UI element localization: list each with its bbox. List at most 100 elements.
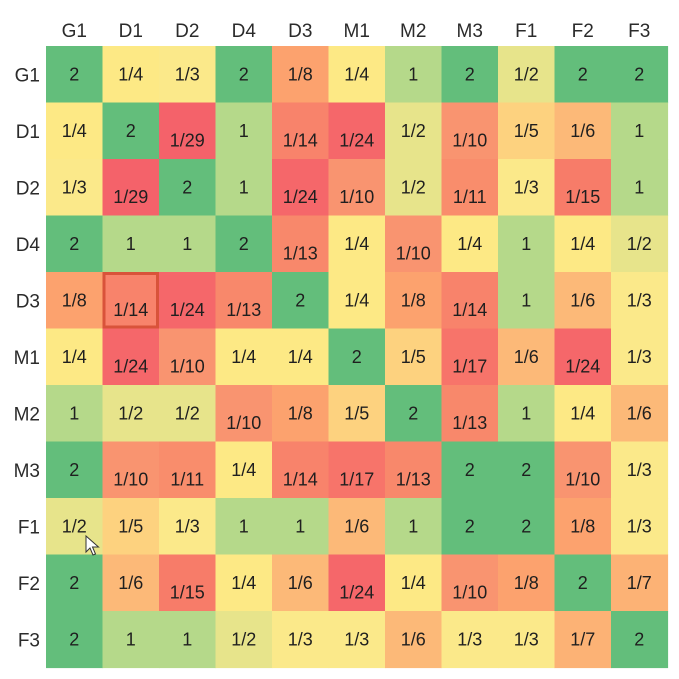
heatmap-cell-f3-m1[interactable]: [328, 611, 386, 669]
heatmap-cell-m3-m2[interactable]: [385, 441, 443, 499]
heatmap-cell-f2-f2[interactable]: [554, 554, 612, 612]
heatmap-cell-d4-d4[interactable]: [215, 215, 273, 273]
heatmap-cell-g1-d3[interactable]: [272, 46, 330, 104]
heatmap-cell-d2-f3[interactable]: [611, 159, 669, 217]
heatmap-cell-f3-d1[interactable]: [102, 611, 160, 669]
heatmap-cell-d2-f1[interactable]: [498, 159, 556, 217]
heatmap-cell-f1-m3[interactable]: [441, 498, 499, 556]
heatmap-cell-m1-m3[interactable]: [441, 328, 499, 386]
heatmap-cell-f2-f1[interactable]: [498, 554, 556, 612]
heatmap-cell-g1-g1[interactable]: [46, 46, 104, 104]
heatmap-cell-m2-d1[interactable]: [102, 385, 160, 443]
heatmap-cell-g1-m1[interactable]: [328, 46, 386, 104]
heatmap-cell-d2-m2[interactable]: [385, 159, 443, 217]
heatmap-cell-m1-d3[interactable]: [272, 328, 330, 386]
heatmap-cell-g1-f3[interactable]: [611, 46, 669, 104]
heatmap-cell-f1-f1[interactable]: [498, 498, 556, 556]
heatmap-cell-g1-f2[interactable]: [554, 46, 612, 104]
heatmap-cell-d4-d2[interactable]: [159, 215, 217, 273]
heatmap-cell-d2-d3[interactable]: [272, 159, 330, 217]
heatmap-cell-d1-f2[interactable]: [554, 102, 612, 160]
heatmap-cell-g1-f1[interactable]: [498, 46, 556, 104]
heatmap-cell-m2-d3[interactable]: [272, 385, 330, 443]
heatmap-cell-d3-f2[interactable]: [554, 272, 612, 330]
heatmap-cell-f1-d2[interactable]: [159, 498, 217, 556]
heatmap-cell-f2-m2[interactable]: [385, 554, 443, 612]
heatmap-cell-d4-m3[interactable]: [441, 215, 499, 273]
heatmap-cell-d4-f2[interactable]: [554, 215, 612, 273]
heatmap-cell-m1-d4[interactable]: [215, 328, 273, 386]
heatmap-cell-m1-d1[interactable]: [102, 328, 160, 386]
heatmap-cell-d2-f2[interactable]: [554, 159, 612, 217]
heatmap-cell-f1-d4[interactable]: [215, 498, 273, 556]
heatmap-cell-m2-f1[interactable]: [498, 385, 556, 443]
heatmap-cell-d3-d2[interactable]: [159, 272, 217, 330]
heatmap-cell-d1-d4[interactable]: [215, 102, 273, 160]
heatmap-cell-f2-d3[interactable]: [272, 554, 330, 612]
heatmap-cell-d1-m1[interactable]: [328, 102, 386, 160]
heatmap-cell-d3-f1[interactable]: [498, 272, 556, 330]
heatmap-cell-d2-d4[interactable]: [215, 159, 273, 217]
heatmap-cell-d3-m2[interactable]: [385, 272, 443, 330]
heatmap-cell-f1-d3[interactable]: [272, 498, 330, 556]
heatmap-cell-d2-m1[interactable]: [328, 159, 386, 217]
heatmap-cell-m2-f3[interactable]: [611, 385, 669, 443]
heatmap-cell-m1-f1[interactable]: [498, 328, 556, 386]
heatmap-cell-m3-d2[interactable]: [159, 441, 217, 499]
heatmap-cell-d2-g1[interactable]: [46, 159, 104, 217]
heatmap-cell-f2-g1[interactable]: [46, 554, 104, 612]
heatmap-cell-m2-d4[interactable]: [215, 385, 273, 443]
heatmap-cell-m2-g1[interactable]: [46, 385, 104, 443]
heatmap-cell-m1-f2[interactable]: [554, 328, 612, 386]
heatmap-cell-f2-d1[interactable]: [102, 554, 160, 612]
heatmap-cell-d1-d2[interactable]: [159, 102, 217, 160]
heatmap-cell-m3-f1[interactable]: [498, 441, 556, 499]
heatmap-cell-m1-m1[interactable]: [328, 328, 386, 386]
heatmap-cell-g1-d1[interactable]: [102, 46, 160, 104]
heatmap-cell-d3-d1[interactable]: [102, 272, 160, 330]
heatmap-cell-d1-d3[interactable]: [272, 102, 330, 160]
heatmap-cell-d3-g1[interactable]: [46, 272, 104, 330]
heatmap-cell-d2-d2[interactable]: [159, 159, 217, 217]
heatmap-cell-d1-g1[interactable]: [46, 102, 104, 160]
heatmap-cell-f2-m3[interactable]: [441, 554, 499, 612]
heatmap-cell-m2-m1[interactable]: [328, 385, 386, 443]
heatmap-cell-m3-d3[interactable]: [272, 441, 330, 499]
heatmap-cell-m3-m3[interactable]: [441, 441, 499, 499]
heatmap-cell-f3-f3[interactable]: [611, 611, 669, 669]
heatmap-cell-d4-g1[interactable]: [46, 215, 104, 273]
heatmap-cell-d1-m2[interactable]: [385, 102, 443, 160]
heatmap-cell-f3-m2[interactable]: [385, 611, 443, 669]
heatmap-cell-f1-d1[interactable]: [102, 498, 160, 556]
heatmap-cell-f3-d3[interactable]: [272, 611, 330, 669]
heatmap-cell-g1-m3[interactable]: [441, 46, 499, 104]
heatmap-cell-m1-m2[interactable]: [385, 328, 443, 386]
heatmap-cell-g1-d4[interactable]: [215, 46, 273, 104]
heatmap-cell-f3-d2[interactable]: [159, 611, 217, 669]
heatmap-cell-f3-g1[interactable]: [46, 611, 104, 669]
heatmap-cell-d4-f1[interactable]: [498, 215, 556, 273]
heatmap-cell-d2-m3[interactable]: [441, 159, 499, 217]
heatmap-cell-f3-m3[interactable]: [441, 611, 499, 669]
heatmap-cell-d3-m1[interactable]: [328, 272, 386, 330]
heatmap-cell-d1-m3[interactable]: [441, 102, 499, 160]
heatmap-cell-m3-d4[interactable]: [215, 441, 273, 499]
heatmap-cell-m2-d2[interactable]: [159, 385, 217, 443]
heatmap-cell-m3-f3[interactable]: [611, 441, 669, 499]
heatmap-cell-d3-f3[interactable]: [611, 272, 669, 330]
heatmap-cell-f3-f1[interactable]: [498, 611, 556, 669]
heatmap-cell-m1-g1[interactable]: [46, 328, 104, 386]
heatmap-cell-m1-d2[interactable]: [159, 328, 217, 386]
heatmap-cell-m2-f2[interactable]: [554, 385, 612, 443]
heatmap-cell-m3-f2[interactable]: [554, 441, 612, 499]
heatmap-cell-m2-m2[interactable]: [385, 385, 443, 443]
heatmap-cell-f3-d4[interactable]: [215, 611, 273, 669]
heatmap-cell-d3-d3[interactable]: [272, 272, 330, 330]
heatmap-cell-d4-d3[interactable]: [272, 215, 330, 273]
heatmap-cell-f2-d4[interactable]: [215, 554, 273, 612]
heatmap-cell-d4-m2[interactable]: [385, 215, 443, 273]
heatmap-cell-f2-m1[interactable]: [328, 554, 386, 612]
heatmap-cell-m3-d1[interactable]: [102, 441, 160, 499]
heatmap-cell-d1-f3[interactable]: [611, 102, 669, 160]
heatmap-cell-f3-f2[interactable]: [554, 611, 612, 669]
